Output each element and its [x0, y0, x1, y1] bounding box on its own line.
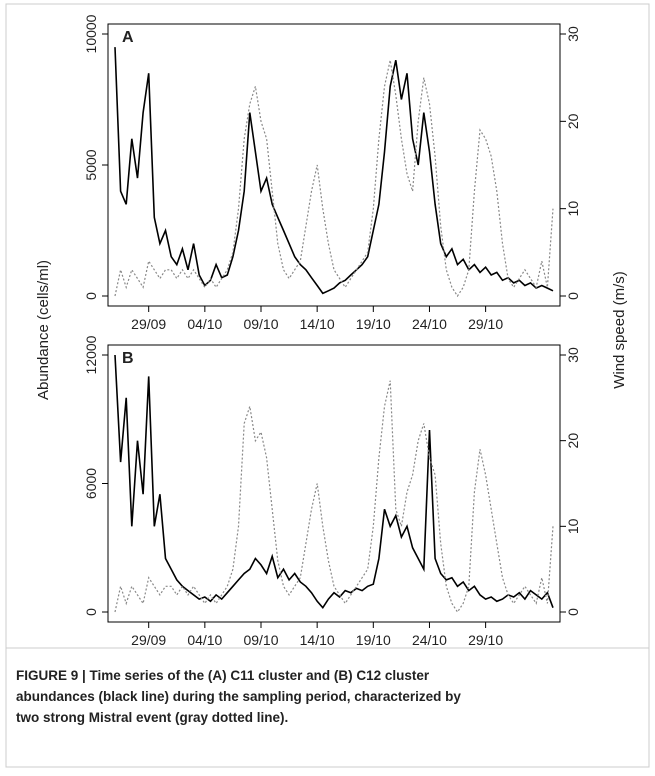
y2-tick-label: 10 — [565, 518, 581, 534]
x-tick-label: 19/10 — [356, 632, 391, 648]
y2-tick-label: 20 — [565, 433, 581, 449]
abundance-line — [114, 47, 554, 295]
x-tick-label: 29/10 — [468, 632, 503, 648]
abundance-line — [114, 354, 554, 610]
x-tick-label: 14/10 — [300, 316, 335, 332]
y-tick-label: 10000 — [83, 14, 99, 53]
caption-line: abundances (black line) during the sampl… — [16, 689, 461, 704]
x-tick-label: 29/10 — [468, 316, 503, 332]
x-tick-label: 29/09 — [131, 316, 166, 332]
x-tick-label: 24/10 — [412, 632, 447, 648]
wind-line — [114, 380, 554, 614]
figure-border — [5, 3, 650, 768]
x-tick-label: 09/10 — [243, 316, 278, 332]
y2-tick-label: 0 — [565, 608, 581, 616]
x-tick-label: 14/10 — [300, 632, 335, 648]
y-axis-label: Abundance (cells/ml) — [35, 260, 52, 400]
y-tick-label: 0 — [83, 292, 99, 300]
y2-axis-label: Wind speed (m/s) — [611, 271, 628, 389]
caption-line: FIGURE 9 | Time series of the (A) C11 cl… — [16, 668, 430, 683]
y2-tick-label: 20 — [565, 113, 581, 129]
y2-tick-label: 30 — [565, 26, 581, 42]
plot-frame — [107, 344, 561, 623]
y-tick-label: 0 — [83, 608, 99, 616]
x-tick-label: 04/10 — [187, 316, 222, 332]
y-tick-label: 5000 — [83, 149, 99, 180]
x-tick-label: 09/10 — [243, 632, 278, 648]
x-tick-label: 24/10 — [412, 316, 447, 332]
panel-label: B — [122, 350, 134, 367]
y-tick-label: 6000 — [83, 468, 99, 499]
y2-tick-label: 10 — [565, 201, 581, 217]
wind-line — [114, 60, 554, 298]
y2-tick-label: 0 — [565, 292, 581, 300]
panel-label: A — [122, 29, 134, 46]
caption-line: two strong Mistral event (gray dotted li… — [16, 710, 288, 725]
x-tick-label: 04/10 — [187, 632, 222, 648]
y2-tick-label: 30 — [565, 347, 581, 363]
x-tick-label: 19/10 — [356, 316, 391, 332]
x-tick-label: 29/09 — [131, 632, 166, 648]
y-tick-label: 12000 — [83, 335, 99, 374]
